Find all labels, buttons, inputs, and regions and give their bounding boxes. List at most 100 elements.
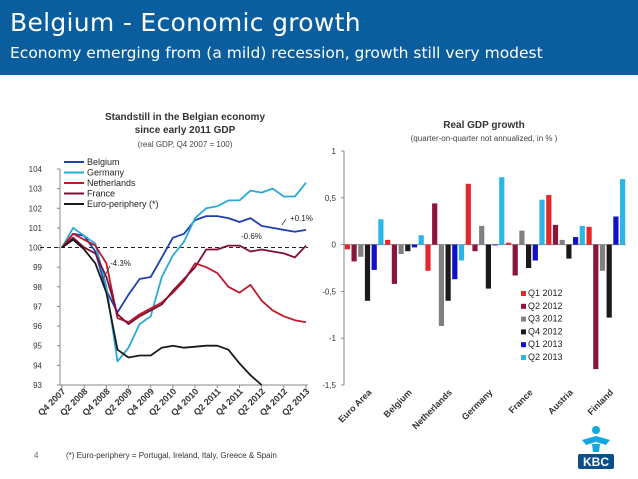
- line-chart-y-tick-label: 102: [29, 204, 43, 213]
- bar: [526, 244, 532, 268]
- bar: [452, 244, 458, 280]
- line-chart-y-tick-label: 99: [33, 263, 42, 272]
- bar: [364, 244, 371, 301]
- bar: [613, 216, 619, 245]
- kbc-logo: KBC: [578, 426, 614, 469]
- bar-chart-category-label: Austria: [546, 387, 576, 417]
- bar-chart-category-label: Euro Area: [336, 387, 374, 425]
- bar: [579, 225, 585, 245]
- legend-swatch: [521, 355, 526, 360]
- bar: [465, 183, 471, 245]
- legend-swatch: [521, 291, 526, 296]
- legend-label: Netherlands: [87, 178, 136, 188]
- bar: [351, 244, 357, 262]
- bar: [512, 244, 518, 276]
- legend-label: Euro-periphery (*): [87, 199, 159, 209]
- legend-swatch: [521, 342, 526, 348]
- bar: [532, 244, 538, 261]
- bar: [358, 244, 364, 257]
- bar: [573, 237, 579, 245]
- bar: [505, 242, 512, 245]
- bar-chart-y-tick-label: 0,5: [325, 194, 337, 203]
- bar: [398, 244, 404, 254]
- line-chart-annotation-pointer: [281, 218, 287, 226]
- bar-chart-category-label: Netherlands: [410, 387, 454, 431]
- line-chart-y-tick-label: 96: [33, 322, 42, 331]
- bar-chart-category-label: Finland: [586, 387, 616, 417]
- legend-label: Q2 2012: [528, 301, 563, 311]
- legend-swatch: [521, 316, 526, 322]
- bar: [620, 179, 626, 245]
- bar-chart-title: Real GDP growth: [443, 120, 525, 131]
- page-number: 4: [34, 451, 39, 460]
- line-chart-y-tick-label: 95: [33, 342, 42, 351]
- line-chart-annotation: +0.1%: [290, 214, 313, 223]
- line-chart-y-tick-label: 97: [33, 302, 42, 311]
- bar-chart-category-label: Germany: [460, 387, 495, 422]
- page-title: Belgium - Economic growth: [10, 8, 361, 37]
- bar: [438, 244, 444, 326]
- bar-chart-category-label: France: [507, 387, 535, 415]
- legend-label: Q1 2012: [528, 288, 563, 298]
- line-series-netherlands: [61, 232, 307, 324]
- line-series-germany: [61, 182, 307, 363]
- legend-label: Q3 2012: [528, 314, 563, 324]
- bar: [586, 226, 592, 245]
- bar: [485, 244, 491, 289]
- line-chart-y-tick-label: 101: [29, 224, 43, 233]
- line-series-euro-periphery: [61, 238, 263, 386]
- bar: [566, 244, 572, 259]
- line-chart-annotation: -0.6%: [241, 232, 262, 241]
- legend-label: Q4 2012: [528, 326, 563, 336]
- bar: [559, 239, 565, 245]
- bar: [479, 225, 485, 245]
- bar: [344, 244, 350, 250]
- line-chart-y-tick-label: 93: [33, 381, 42, 390]
- bar: [445, 244, 451, 301]
- line-chart-y-tick-label: 94: [33, 361, 42, 370]
- bar: [425, 244, 431, 271]
- bar-chart-y-tick-label: -1: [329, 334, 337, 343]
- legend-label: Q1 2013: [528, 339, 563, 349]
- legend-swatch: [521, 303, 526, 309]
- bar: [418, 235, 424, 245]
- bar-chart-subtitle: (quarter-on-quarter not annualized, in %…: [411, 134, 558, 143]
- bar-chart-y-tick-label: -1,5: [322, 381, 336, 390]
- bar: [432, 203, 438, 245]
- bar: [519, 230, 525, 245]
- bar: [378, 219, 384, 245]
- bar: [472, 244, 478, 252]
- bar: [546, 195, 552, 245]
- line-chart-subtitle: (real GDP, Q4 2007 = 100): [138, 140, 233, 149]
- legend-swatch: [521, 329, 526, 335]
- kbc-logo-text: KBC: [583, 455, 609, 469]
- bar: [405, 244, 411, 252]
- bar: [391, 244, 397, 284]
- bar: [599, 244, 606, 271]
- line-chart-y-tick-label: 103: [29, 185, 43, 194]
- line-chart-title-line-2: since early 2011 GDP: [135, 125, 236, 136]
- header-banner: Belgium - Economic growth Economy emergi…: [0, 0, 638, 75]
- legend-label: France: [87, 189, 115, 199]
- legend-label: Germany: [87, 168, 125, 178]
- bar-chart-y-tick-label: 1: [332, 147, 337, 156]
- line-chart-y-tick-label: 104: [29, 165, 43, 174]
- legend-label: Belgium: [87, 157, 120, 167]
- bar: [552, 224, 559, 245]
- bar-chart-category-label: Belgium: [382, 387, 414, 419]
- bar: [411, 244, 418, 248]
- line-chart-y-tick-label: 100: [29, 244, 43, 253]
- bar: [539, 199, 545, 245]
- bar: [385, 239, 391, 245]
- bar: [593, 244, 599, 370]
- bar: [458, 244, 465, 261]
- page-subtitle: Economy emerging from (a mild) recession…: [10, 44, 543, 62]
- bar-chart-y-tick-label: -0,5: [322, 287, 336, 296]
- footnote: (*) Euro-periphery = Portugal, Ireland, …: [66, 451, 277, 460]
- line-chart-title-line-1: Standstill in the Belgian economy: [105, 112, 265, 123]
- line-chart-annotation: -4.3%: [110, 259, 131, 268]
- bar: [606, 244, 612, 318]
- line-series-belgium: [61, 215, 307, 314]
